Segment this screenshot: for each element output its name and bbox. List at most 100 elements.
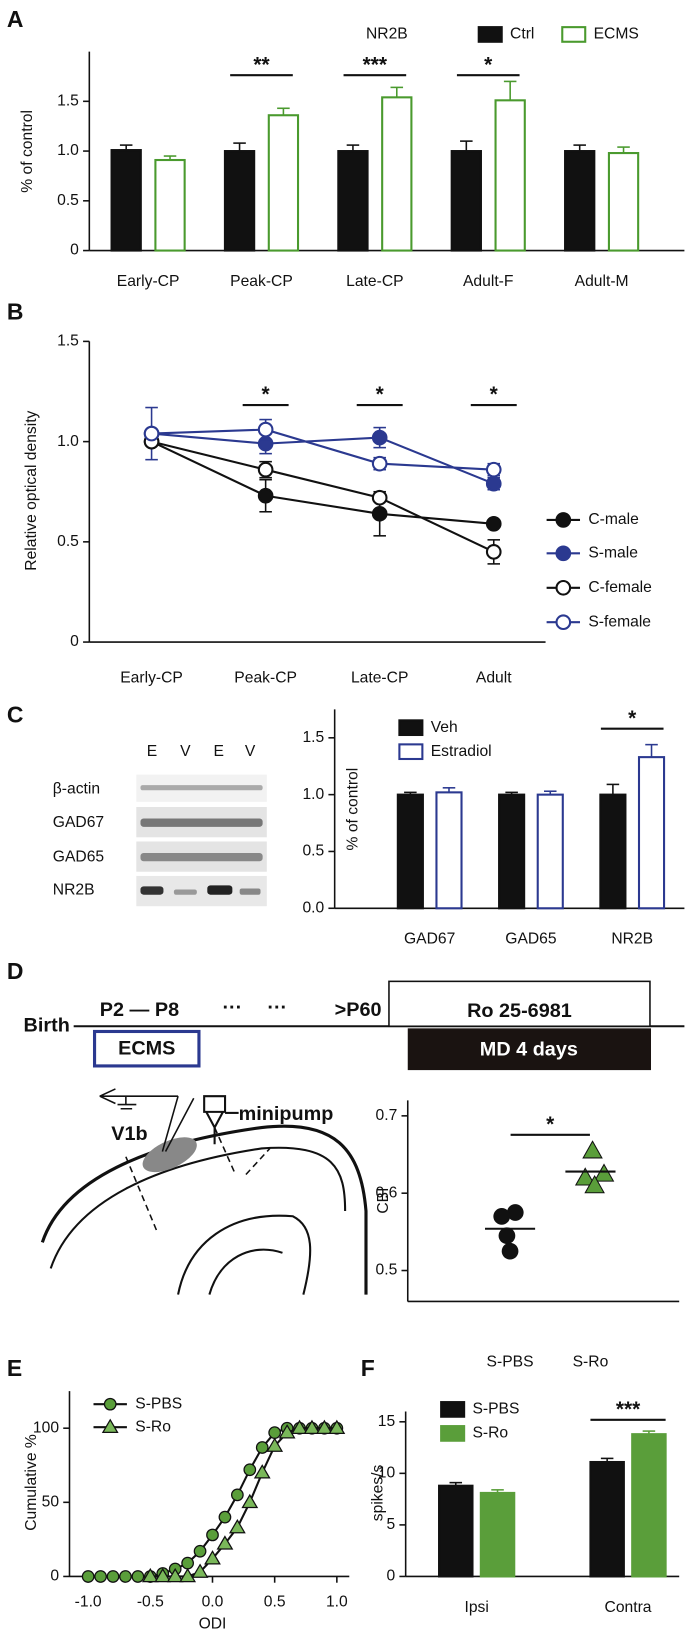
western-blot: E V E V β-actin GAD67 GAD65 NR2B (53, 743, 267, 907)
marker (143, 425, 160, 442)
series-line (151, 432, 495, 485)
bar (438, 1484, 474, 1578)
marker (81, 1570, 95, 1583)
y-axis-label: Cumulative % (23, 1434, 40, 1531)
marker (94, 1570, 107, 1583)
legend-label: S-PBS (472, 1401, 519, 1418)
bar (223, 150, 256, 252)
point (506, 1204, 524, 1221)
significance-label: * (628, 707, 637, 730)
y-tick-label: 10 (378, 1464, 396, 1481)
marker (257, 487, 274, 504)
device-label: minipump (239, 1103, 334, 1125)
x-tick-label: Late-CP (351, 670, 408, 687)
marker (206, 1528, 219, 1542)
y-tick-label: 1.5 (57, 333, 79, 350)
bar (599, 793, 627, 910)
x-tick-label: S-PBS (487, 1354, 534, 1371)
x-tick-label: Adult-M (575, 273, 629, 290)
x-tick-label: Peak-CP (230, 273, 293, 290)
marker (485, 475, 502, 492)
marker (103, 1397, 117, 1411)
significance-label: *** (616, 1398, 641, 1421)
y-tick-label: 0.5 (302, 843, 324, 860)
bar (607, 152, 640, 252)
y-tick-label: 0 (387, 1568, 396, 1585)
y-tick-label: 0.5 (57, 533, 79, 550)
y-tick-label: 1.0 (302, 786, 324, 803)
bar (267, 114, 300, 252)
bar (498, 793, 526, 910)
y-tick-label: 0 (70, 633, 79, 650)
y-tick-label: 1.0 (57, 142, 79, 159)
band (140, 886, 164, 895)
marker (218, 1510, 232, 1524)
marker (371, 505, 388, 522)
lane-label: V (245, 743, 256, 760)
point (582, 1140, 603, 1159)
lane-label: E (214, 743, 224, 760)
marker (253, 1464, 271, 1479)
x-tick-label: Contra (605, 1599, 652, 1616)
y-tick-label: 0.5 (57, 192, 79, 209)
y-axis-label: spikes/s (370, 1464, 387, 1521)
y-tick-label: 0.7 (376, 1107, 398, 1124)
brain-diagram (40, 1088, 368, 1295)
bar (337, 150, 369, 252)
bar (435, 791, 463, 910)
legend-swatch (398, 719, 424, 737)
y-tick-label: 100 (33, 1419, 59, 1436)
point (593, 1163, 615, 1182)
x-tick-label: Late-CP (346, 273, 403, 290)
legend-label: C-male (588, 511, 639, 528)
drug-label: Ro 25-6981 (467, 1000, 572, 1022)
bar (631, 1433, 667, 1578)
bar (637, 756, 666, 910)
lane-label: V (180, 743, 191, 760)
marker (371, 455, 388, 472)
marker (106, 1570, 120, 1583)
x-tick-label: 0.5 (264, 1594, 286, 1611)
marker (555, 614, 572, 631)
marker (179, 1567, 197, 1583)
marker (228, 1518, 246, 1534)
y-axis-label: Relative optical density (23, 410, 40, 570)
timeline-adult: >P60 (335, 999, 382, 1021)
panel-label: C (7, 701, 24, 727)
row-label: GAD65 (53, 848, 105, 865)
md-box (407, 1028, 652, 1071)
bar (110, 149, 142, 252)
bar (396, 793, 424, 910)
legend-label: Ctrl (510, 26, 534, 43)
marker (231, 1488, 244, 1502)
y-tick-label: 1.5 (57, 92, 79, 109)
marker (555, 545, 572, 562)
marker (241, 1493, 259, 1509)
marker (328, 1419, 346, 1435)
row-label: GAD67 (53, 814, 104, 831)
marker (303, 1419, 321, 1435)
ecms-box (92, 1029, 201, 1068)
panel-label: E (7, 1355, 22, 1381)
legend-label: S-male (588, 544, 638, 561)
x-tick-label: Adult-F (463, 273, 513, 290)
y-tick-label: 1.0 (57, 433, 79, 450)
marker (166, 1567, 184, 1583)
legend-swatch (440, 1401, 466, 1418)
x-tick-label: Early-CP (117, 273, 180, 290)
point (498, 1227, 516, 1245)
bar (154, 158, 186, 252)
legend-label: Estradiol (431, 743, 492, 760)
x-tick-label: -0.5 (137, 1594, 164, 1611)
series-line (151, 440, 495, 553)
band (239, 888, 261, 895)
timeline-dots: ··· (222, 997, 242, 1019)
y-axis-label: % of control (19, 110, 36, 193)
legend-label: S-Ro (472, 1425, 508, 1442)
x-tick-label: -1.0 (75, 1594, 102, 1611)
marker (154, 1567, 172, 1583)
x-tick-label: S-Ro (573, 1354, 609, 1371)
marker (278, 1424, 296, 1439)
x-axis-label: ODI (199, 1616, 227, 1633)
